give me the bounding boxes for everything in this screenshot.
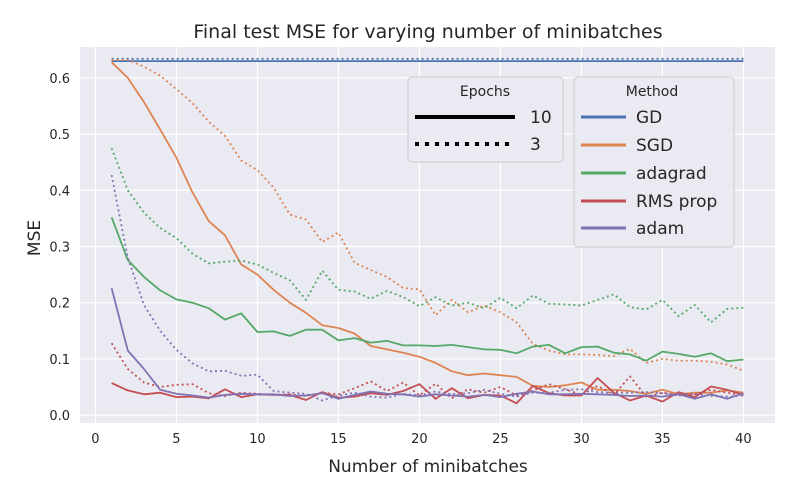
series-line-adam-3-epochs	[110, 174, 744, 402]
y-tick-label: 0.4	[49, 184, 70, 199]
legend-method-box	[573, 76, 735, 248]
legend-epochs-label-10: 10	[530, 108, 552, 128]
legend-label-sgd: SGD	[636, 136, 673, 156]
y-tick-label: 0.3	[49, 241, 70, 256]
x-tick-label: 40	[735, 432, 752, 447]
y-tick-labels: 0.0 0.1 0.2 0.3 0.4 0.5 0.6	[49, 72, 70, 424]
legend-method: Method GD SGD adagrad RMS prop adam	[573, 76, 735, 248]
x-tick-label: 35	[654, 432, 671, 447]
legend-epochs-label-3: 3	[530, 135, 541, 155]
legend-label-adagrad: adagrad	[636, 164, 707, 184]
x-tick-label: 25	[492, 432, 509, 447]
y-axis-label: MSE	[25, 220, 45, 256]
series-line-adagrad-10-epochs	[110, 216, 744, 363]
y-tick-label: 0.6	[49, 72, 70, 87]
series-line-rms-prop-10-epochs	[111, 377, 744, 405]
series-line-sgd-3-epochs	[111, 59, 744, 372]
x-axis-label: Number of minibatches	[328, 457, 528, 477]
x-tick-label: 20	[411, 432, 428, 447]
x-tick-label: 0	[91, 432, 99, 447]
chart-title: Final test MSE for varying number of min…	[193, 21, 662, 43]
x-tick-label: 10	[249, 432, 266, 447]
series-line-adam-10-epochs	[110, 287, 744, 400]
series-line-adagrad-3-epochs	[110, 147, 744, 324]
y-tick-label: 0.0	[49, 409, 70, 424]
legend-method-title: Method	[626, 84, 679, 100]
x-tick-label: 30	[573, 432, 590, 447]
legend-label-rms-prop: RMS prop	[636, 192, 717, 212]
legend-epochs: Epochs 10 3	[407, 76, 564, 163]
x-tick-label: 5	[172, 432, 180, 447]
y-tick-label: 0.5	[49, 128, 70, 143]
legend-label-adam: adam	[636, 219, 684, 239]
legend-epochs-box	[407, 76, 564, 163]
series-layer	[110, 57, 744, 405]
x-tick-label: 15	[330, 432, 347, 447]
legend-label-gd: GD	[636, 108, 662, 128]
x-tick-labels: 0 5 10 15 20 25 30 35 40	[91, 432, 751, 447]
series-line-sgd-10-epochs	[110, 61, 744, 396]
legend-epochs-title: Epochs	[460, 84, 510, 100]
y-tick-label: 0.1	[49, 353, 70, 368]
y-tick-label: 0.2	[49, 297, 70, 312]
